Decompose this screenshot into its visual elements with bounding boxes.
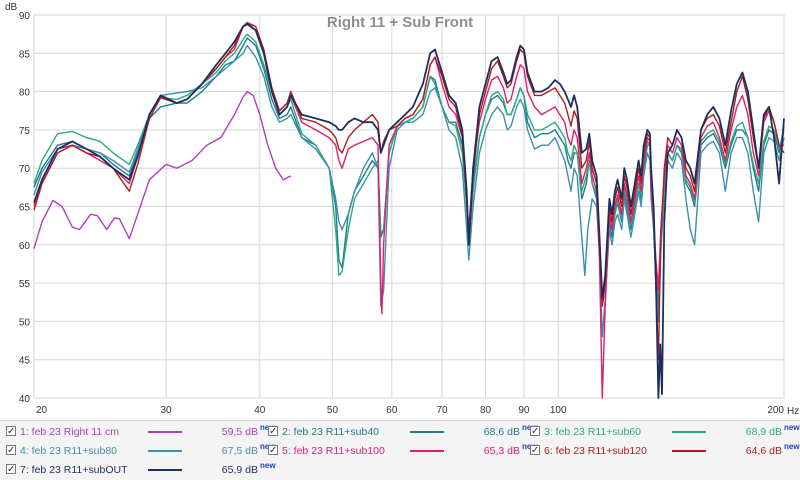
legend-color-swatch	[148, 431, 182, 433]
x-tick-label: 100	[550, 405, 567, 416]
legend-new-badge: new	[784, 442, 800, 451]
legend-checkbox[interactable]	[268, 423, 278, 441]
chart-title: Right 11 + Sub Front	[327, 14, 473, 31]
y-tick-label: 50	[19, 317, 31, 328]
x-tick-label: 20	[36, 405, 48, 416]
x-tick-label: 200	[767, 405, 784, 416]
y-axis-unit: dB	[5, 2, 18, 13]
y-tick-label: 40	[19, 394, 31, 405]
y-tick-label: 75	[19, 126, 31, 137]
legend-series-value: 65,9 dB	[221, 464, 258, 476]
legend-checkbox[interactable]	[6, 423, 16, 441]
legend-checkbox[interactable]	[268, 442, 278, 460]
legend-series-value: 64,6 dB	[745, 445, 782, 457]
y-tick-label: 85	[19, 49, 31, 60]
legend-checkbox[interactable]	[530, 423, 540, 441]
x-tick-label: 40	[254, 405, 266, 416]
series-line-7	[33, 23, 785, 399]
legend-checkbox[interactable]	[6, 442, 16, 460]
legend-series-name: 2: feb 23 R11+sub40	[282, 426, 380, 438]
legend-checkbox[interactable]	[6, 461, 16, 479]
y-tick-label: 80	[19, 88, 31, 99]
legend-series-name: 7: feb 23 R11+subOUT	[20, 464, 128, 476]
legend-color-swatch	[672, 431, 706, 433]
legend-color-swatch	[148, 450, 182, 452]
x-tick-label: 70	[436, 405, 448, 416]
legend-series-name: 5: feb 23 R11+sub100	[282, 445, 385, 457]
legend-panel: 1: feb 23 Right 11 cm 59,5 dB new 2: feb 23…	[0, 420, 800, 480]
legend-series-name: 4: feb 23 R11+sub80	[20, 445, 118, 457]
series-line-3	[33, 33, 785, 300]
legend-series-value: 68,9 dB	[745, 426, 782, 438]
frequency-response-chart: 20 30 40 50 60 70 80 90 100 200 40 45 50 55 60 65 70 75 80…	[5, 2, 799, 417]
legend-series-name: 3: feb 23 R11+sub60	[544, 426, 642, 438]
x-tick-label: 60	[386, 405, 398, 416]
x-tick-label: 80	[480, 405, 492, 416]
axis-ticks: 20 30 40 50 60 70 80 90 100 200 40 45 50 55 60 65 70 75 80…	[19, 11, 785, 416]
legend-series-value: 65,3 dB	[483, 445, 520, 457]
legend-new-badge: new	[784, 423, 800, 432]
legend-color-swatch	[148, 469, 182, 471]
series-lines	[33, 22, 785, 399]
legend-new-badge: new	[260, 461, 276, 470]
x-tick-label: 50	[327, 405, 339, 416]
grid-lines	[33, 14, 785, 399]
legend-color-swatch	[410, 431, 444, 433]
y-tick-label: 55	[19, 279, 31, 290]
legend-color-swatch	[410, 450, 444, 452]
legend-series-name: 1: feb 23 Right 11 cm	[20, 426, 120, 438]
legend-series-name: 6: feb 23 R11+sub120	[544, 445, 647, 457]
legend-series-value: 67,5 dB	[221, 445, 258, 457]
legend-color-swatch	[672, 450, 706, 452]
legend-checkbox[interactable]	[530, 442, 540, 460]
y-tick-label: 65	[19, 203, 31, 214]
x-tick-label: 30	[161, 405, 173, 416]
series-line-1	[33, 90, 292, 249]
y-tick-label: 60	[19, 241, 31, 252]
y-tick-label: 45	[19, 356, 31, 367]
y-tick-label: 70	[19, 164, 31, 175]
y-tick-label: 90	[19, 11, 31, 22]
x-tick-label: 90	[518, 405, 530, 416]
x-axis-unit: Hz	[787, 406, 799, 417]
series-line-4	[33, 44, 785, 338]
legend-series-value: 59,5 dB	[221, 426, 258, 438]
legend-series-value: 68,6 dB	[483, 426, 520, 438]
